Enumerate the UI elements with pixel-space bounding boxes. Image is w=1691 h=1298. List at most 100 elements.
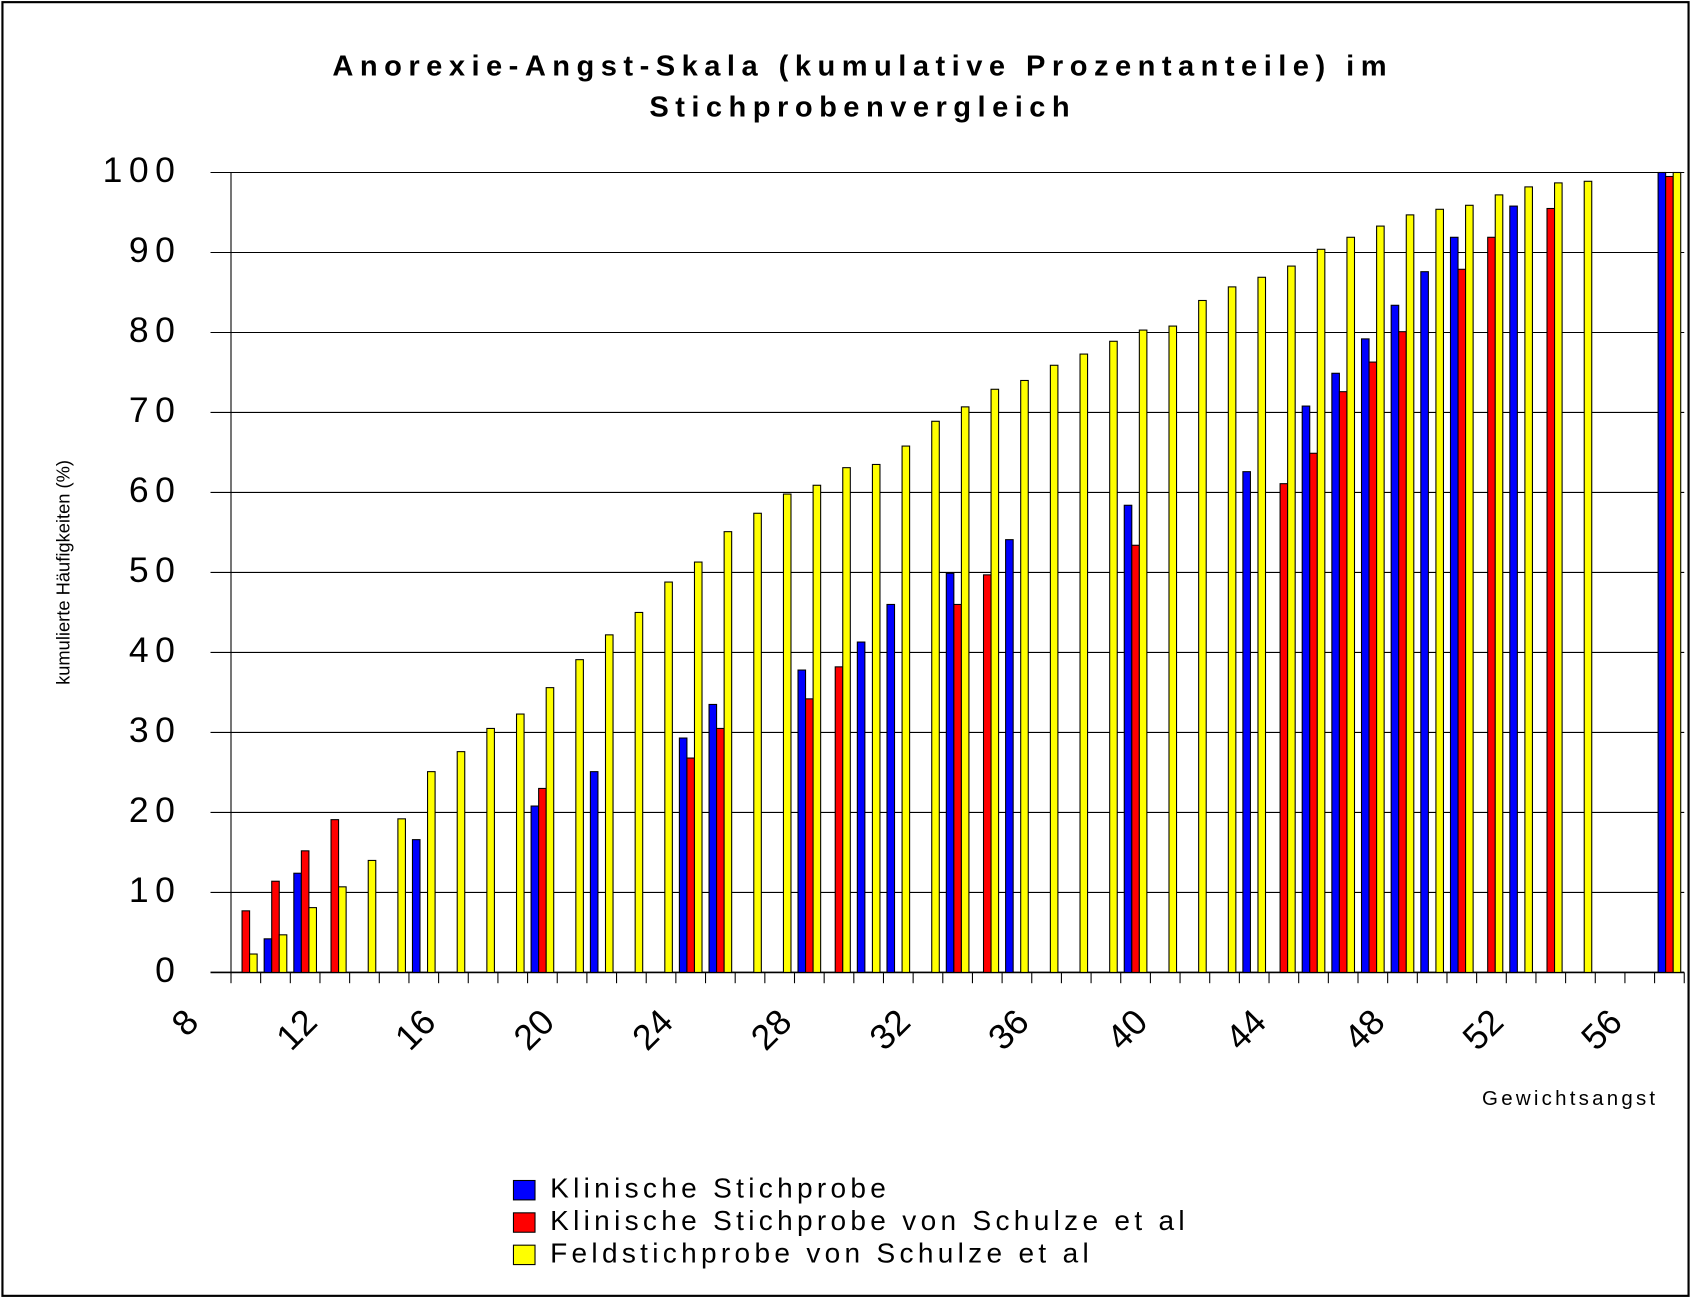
bar — [664, 581, 673, 973]
bar — [397, 818, 406, 973]
bar — [960, 406, 970, 973]
bar — [953, 603, 962, 973]
bar — [842, 467, 851, 973]
y-tick-label: 80 — [129, 310, 182, 350]
bar — [678, 737, 688, 973]
bar — [782, 493, 792, 973]
bar — [1583, 180, 1593, 973]
bar — [1279, 483, 1289, 973]
y-tick-label: 60 — [129, 470, 182, 510]
bar — [263, 938, 273, 973]
bar — [931, 420, 940, 973]
bar — [1079, 353, 1089, 973]
legend-label: Feldstichprobe von Schulze et al — [550, 1237, 1093, 1268]
bar — [990, 388, 1000, 973]
legend-swatch — [512, 1244, 536, 1266]
bar — [1005, 539, 1014, 973]
bar — [805, 698, 814, 973]
x-axis-title: Gewichtsangst — [1482, 1087, 1658, 1110]
bar — [1657, 171, 1667, 973]
bar — [515, 713, 525, 973]
bar — [634, 611, 644, 973]
bar — [945, 572, 955, 973]
bar — [1242, 471, 1251, 973]
y-tick-label: 100 — [103, 150, 182, 190]
bar — [1360, 338, 1370, 973]
bar — [708, 703, 718, 973]
bar — [1138, 329, 1148, 973]
bar — [604, 634, 614, 973]
bar — [1346, 236, 1356, 973]
y-tick-label: 20 — [129, 790, 182, 830]
legend-swatch — [512, 1179, 536, 1201]
bar — [1665, 175, 1674, 973]
bar — [545, 687, 555, 973]
bar — [1405, 214, 1415, 973]
legend-label: Klinische Stichprobe — [550, 1173, 890, 1204]
bar — [1316, 248, 1326, 973]
bar — [486, 727, 495, 973]
legend-label: Klinische Stichprobe von Schulze et al — [550, 1205, 1189, 1236]
bar — [1390, 304, 1400, 973]
bar — [716, 727, 725, 973]
bar — [1168, 325, 1178, 973]
bar — [886, 603, 896, 973]
bar — [330, 819, 340, 973]
y-tick-label: 0 — [155, 950, 181, 990]
bar — [1227, 286, 1237, 973]
bar — [575, 659, 584, 973]
bar — [1287, 265, 1296, 973]
bar — [249, 953, 258, 973]
bar — [856, 641, 866, 973]
bar — [1554, 182, 1563, 973]
bar — [1420, 271, 1429, 973]
bar — [1257, 276, 1267, 973]
y-tick-label: 70 — [129, 390, 182, 430]
bar — [1123, 504, 1133, 973]
bar — [338, 886, 347, 973]
bar — [530, 805, 540, 973]
bar — [427, 771, 436, 973]
bar — [1131, 544, 1140, 973]
y-tick-label: 90 — [129, 230, 182, 270]
bar — [982, 574, 992, 973]
bar — [1524, 186, 1533, 973]
bar — [1376, 225, 1385, 973]
bar — [241, 910, 251, 973]
y-axis-title: kumulierte Häufigkeiten (%) — [52, 460, 73, 685]
bar — [456, 751, 466, 973]
bar — [1435, 208, 1445, 973]
bar — [871, 463, 881, 973]
y-tick-label: 10 — [129, 870, 182, 910]
bar — [723, 531, 733, 973]
bar — [1368, 361, 1378, 973]
bar — [1309, 452, 1318, 973]
bar — [1398, 331, 1407, 973]
y-tick-label: 50 — [129, 550, 182, 590]
bar — [1338, 391, 1348, 973]
bar — [1487, 236, 1496, 973]
bar — [1331, 372, 1340, 973]
bar — [589, 771, 599, 973]
bar — [686, 757, 696, 973]
bar — [308, 907, 318, 973]
bar — [300, 850, 310, 973]
bar — [834, 666, 844, 973]
bar — [1049, 364, 1059, 973]
bar — [538, 787, 547, 973]
bar — [812, 484, 822, 973]
bar — [278, 934, 288, 973]
bar — [1198, 299, 1207, 973]
bar — [1465, 204, 1474, 973]
legend-swatch — [512, 1212, 536, 1233]
bar — [367, 859, 377, 973]
chart-title: Anorexie-Angst-Skala (kumulative Prozent… — [332, 50, 1393, 82]
bar — [293, 872, 302, 973]
y-tick-label: 30 — [129, 710, 182, 750]
bar — [1546, 207, 1556, 973]
bar — [1457, 268, 1467, 973]
bar — [1449, 236, 1459, 973]
bar — [1301, 405, 1311, 973]
bar — [1494, 194, 1504, 973]
